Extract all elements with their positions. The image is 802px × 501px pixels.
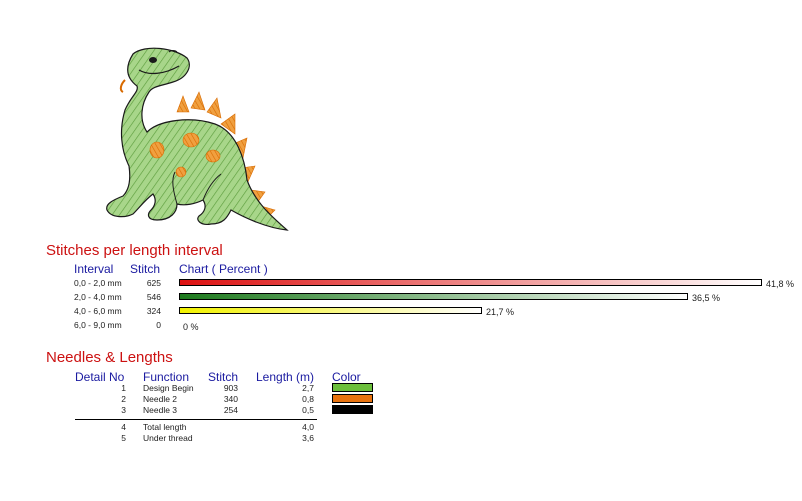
total-detail-number: 5 (121, 433, 126, 443)
percent-label: 21,7 % (486, 307, 515, 317)
total-function-name: Under thread (143, 433, 193, 443)
percent-label: 0 % (183, 322, 199, 332)
design-preview (106, 47, 289, 231)
function-header: Function (143, 370, 190, 384)
detail-number: 1 (121, 383, 126, 393)
needle-stitch-header: Stitch (208, 370, 239, 384)
orange-spots (149, 132, 221, 178)
detail-number: 3 (121, 405, 126, 415)
totals-divider (75, 419, 317, 420)
chart-header: Chart ( Percent ) (179, 262, 268, 276)
function-name: Design Begin (143, 383, 194, 393)
interval-stitch-count: 625 (146, 278, 161, 288)
color-header: Color (332, 370, 361, 384)
interval-label: 6,0 - 9,0 mm (74, 320, 122, 330)
percent-bar (179, 293, 688, 300)
percent-label: 36,5 % (692, 293, 721, 303)
thread-color-swatch (332, 394, 373, 403)
detail-no-header: Detail No (75, 370, 125, 384)
interval-label: 0,0 - 2,0 mm (74, 278, 122, 288)
interval-label: 4,0 - 6,0 mm (74, 306, 122, 316)
needle-stitch-count: 903 (223, 383, 238, 393)
interval-header: Interval (74, 262, 114, 276)
interval-stitch-count: 0 (156, 320, 161, 330)
percent-bar (179, 307, 482, 314)
interval-label: 2,0 - 4,0 mm (74, 292, 122, 302)
detail-number: 2 (121, 394, 126, 404)
percent-label: 41,8 % (766, 279, 795, 289)
stitches-section-title: Stitches per length interval (46, 242, 223, 259)
needle-stitch-count: 254 (223, 405, 238, 415)
interval-stitch-count: 546 (146, 292, 161, 302)
total-length: 4,0 (302, 422, 314, 432)
length-header: Length (m) (256, 370, 315, 384)
needle-stitch-count: 340 (223, 394, 238, 404)
thread-color-swatch (332, 405, 373, 414)
total-length: 3,6 (302, 433, 314, 443)
function-name: Needle 3 (143, 405, 178, 415)
stitch-header: Stitch (130, 262, 161, 276)
needles-section-title: Needles & Lengths (46, 349, 173, 366)
needle-length: 2,7 (302, 383, 314, 393)
interval-stitch-count: 324 (146, 306, 161, 316)
thread-color-swatch (332, 383, 373, 392)
total-function-name: Total length (143, 422, 187, 432)
total-detail-number: 4 (121, 422, 126, 432)
percent-bar (179, 279, 762, 286)
needle-length: 0,5 (302, 405, 314, 415)
needle-length: 0,8 (302, 394, 314, 404)
function-name: Needle 2 (143, 394, 178, 404)
